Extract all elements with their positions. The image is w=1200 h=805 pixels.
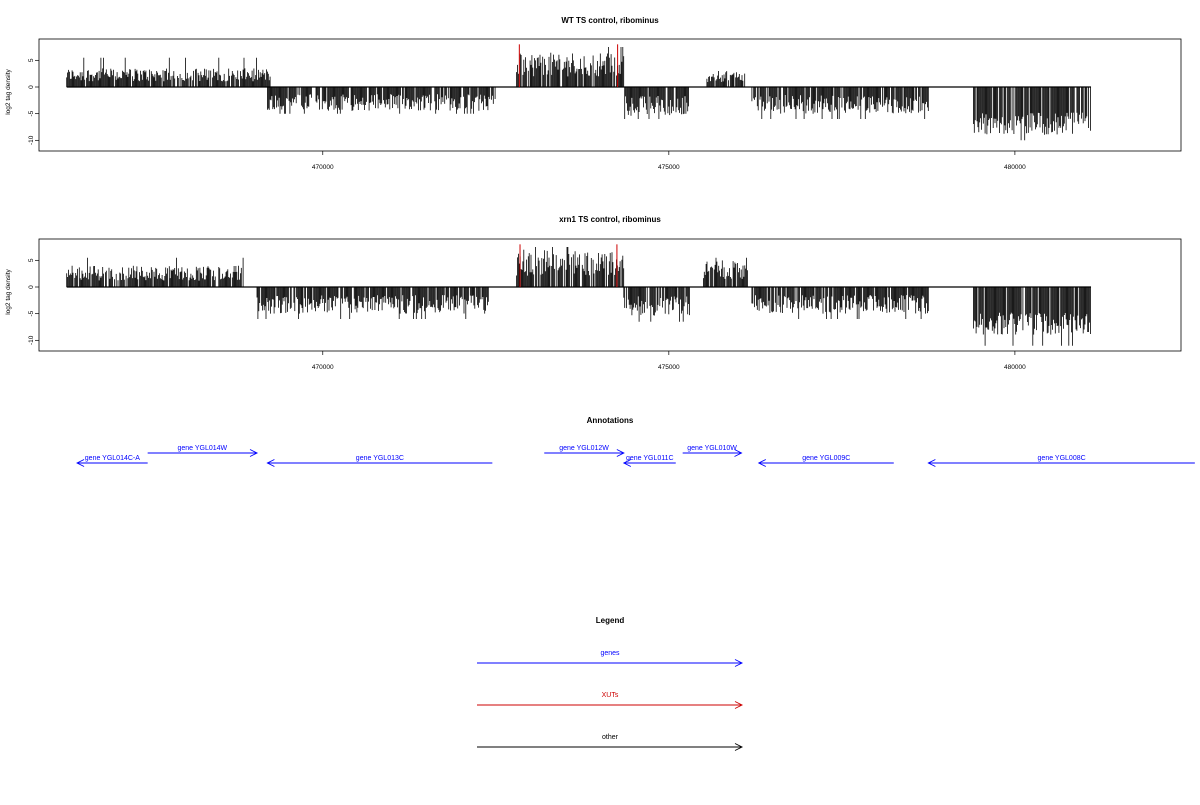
x-tick-label: 475000 (658, 364, 680, 371)
gene-label: gene YGL014C-A (85, 455, 140, 462)
legend-label: genes (600, 650, 620, 657)
legend-title: Legend (596, 616, 625, 625)
legend-label: other (602, 734, 619, 741)
y-tick-label: 0 (28, 285, 35, 289)
gene-label: gene YGL008C (1038, 455, 1086, 462)
panel-title: WT TS control, ribominus (561, 16, 659, 25)
track-panel-xrn1: xrn1 TS control, ribominus log2 tag dens… (5, 215, 1182, 371)
x-axis: 470000 475000 480000 (312, 151, 1026, 171)
plot-frame (38, 238, 1182, 352)
y-axis-label: log2 tag density (5, 268, 12, 314)
legend-arrow-head (734, 659, 744, 667)
gene-arrow-head (757, 459, 767, 467)
annotations-title: Annotations (587, 416, 634, 425)
gene-arrow: gene YGL014C-A (76, 455, 148, 467)
gene-arrow: gene YGL012W (544, 445, 625, 457)
x-axis: 470000 475000 480000 (312, 351, 1026, 371)
gene-label: gene YGL014W (177, 445, 227, 452)
gene-arrow: gene YGL013C (266, 455, 493, 467)
gene-label: gene YGL011C (626, 455, 674, 462)
x-tick-label: 480000 (1004, 164, 1026, 171)
gene-label: gene YGL010W (687, 445, 737, 452)
gene-arrow: gene YGL014W (147, 445, 259, 457)
signal-bars (66, 244, 1092, 346)
gene-arrow-head (76, 459, 85, 467)
x-tick-label: 475000 (658, 164, 680, 171)
legend-arrow-head (734, 743, 744, 751)
y-axis: 5 0 -5 -10 (28, 58, 39, 145)
signal-bars (66, 44, 1092, 141)
gene-arrow: gene YGL010W (682, 445, 743, 457)
y-axis-label: log2 tag density (5, 68, 12, 114)
gene-arrow: gene YGL011C (622, 455, 676, 467)
x-tick-label: 470000 (312, 364, 334, 371)
legend-arrow-head (734, 701, 744, 709)
y-tick-label: 5 (28, 58, 35, 62)
legend-items: genes XUTs other (477, 650, 744, 751)
legend-item: XUTs (477, 692, 744, 709)
gene-arrows: gene YGL014W gene YGL014C-A gene YGL013C ge… (76, 445, 1195, 467)
legend-label: XUTs (602, 692, 619, 699)
x-tick-label: 480000 (1004, 364, 1026, 371)
plot-frame (38, 38, 1182, 152)
gene-arrow-head (266, 459, 275, 467)
gene-arrow: gene YGL008C (927, 455, 1195, 467)
legend-item: other (477, 734, 744, 751)
y-tick-label: -5 (28, 310, 35, 316)
gene-arrow-head (616, 449, 625, 457)
legend: Legend genes XUTs other (477, 616, 744, 751)
y-axis: 5 0 -5 -10 (28, 258, 39, 345)
gene-label: gene YGL013C (356, 455, 404, 462)
gene-label: gene YGL012W (559, 445, 609, 452)
y-tick-label: 0 (28, 85, 35, 89)
gene-arrow-head (249, 449, 259, 457)
y-tick-label: -5 (28, 110, 35, 116)
y-tick-label: -10 (28, 135, 35, 145)
panel-title: xrn1 TS control, ribominus (559, 215, 661, 224)
gene-label: gene YGL009C (802, 455, 850, 462)
gene-arrow-head (927, 459, 936, 467)
gene-arrow-head (734, 449, 743, 457)
gene-arrow: gene YGL009C (757, 455, 894, 467)
y-tick-label: 5 (28, 258, 35, 262)
x-tick-label: 470000 (312, 164, 334, 171)
y-tick-label: -10 (28, 335, 35, 345)
gene-arrow-head (622, 459, 632, 467)
legend-item: genes (477, 650, 744, 667)
track-panel-wt: WT TS control, ribominus log2 tag densit… (5, 16, 1182, 171)
